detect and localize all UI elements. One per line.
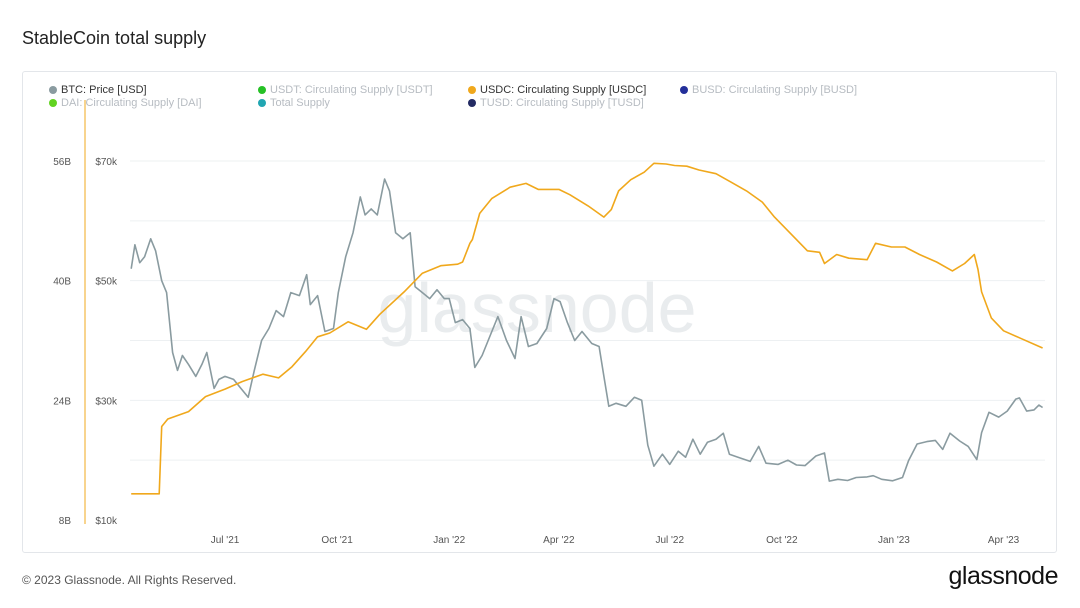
x-axis-tick-label: Apr '22 <box>543 535 575 546</box>
copyright-text: © 2023 Glassnode. All Rights Reserved. <box>22 573 237 587</box>
usdc-supply-line <box>131 162 1043 495</box>
page-title: StableCoin total supply <box>22 28 207 48</box>
price-axis-tick-label: $10k <box>95 516 118 527</box>
legend-dot-icon <box>49 86 57 94</box>
left-axis-tick-label: 24B <box>53 396 71 407</box>
legend-item-5[interactable]: Total Supply <box>258 97 330 109</box>
legend-item-3[interactable]: BUSD: Circulating Supply [BUSD] <box>680 84 857 96</box>
legend-item-2[interactable]: USDC: Circulating Supply [USDC] <box>468 84 646 96</box>
btc-price-line <box>130 178 1044 482</box>
legend-item-1[interactable]: USDT: Circulating Supply [USDT] <box>258 84 433 96</box>
x-axis-tick-label: Jan '22 <box>433 535 465 546</box>
legend-item-6[interactable]: TUSD: Circulating Supply [TUSD] <box>468 97 644 109</box>
legend-label: Total Supply <box>270 97 330 109</box>
x-axis-tick-label: Jan '23 <box>878 535 910 546</box>
x-axis-tick-label: Oct '22 <box>766 535 798 546</box>
left-axis-tick-label: 56B <box>53 157 71 168</box>
legend-label: BTC: Price [USD] <box>61 84 147 96</box>
legend-dot-icon <box>468 99 476 107</box>
legend-label: DAI: Circulating Supply [DAI] <box>61 97 202 109</box>
watermark-text: glassnode <box>377 269 696 347</box>
legend-dot-icon <box>468 86 476 94</box>
gridlines <box>130 160 1045 461</box>
legend-label: USDT: Circulating Supply [USDT] <box>270 84 433 96</box>
x-axis-tick-label: Oct '21 <box>321 535 353 546</box>
chart-svg: glassnode 8B 24B 40B 56B $10k $30k $50k $70k Jul… <box>53 100 1045 546</box>
price-axis-tick-label: $70k <box>95 157 118 168</box>
x-axis-tick-label: Apr '23 <box>988 535 1020 546</box>
legend-dot-icon <box>49 99 57 107</box>
legend-label: USDC: Circulating Supply [USDC] <box>480 84 647 96</box>
axes: 8B 24B 40B 56B $10k $30k $50k $70k Jul '21 Oct '2… <box>53 100 1020 546</box>
x-axis-tick-label: Jul '21 <box>211 535 240 546</box>
left-axis-tick-label: 40B <box>53 277 71 288</box>
x-axis-tick-label: Jul '22 <box>655 535 684 546</box>
legend-label: TUSD: Circulating Supply [TUSD] <box>480 97 644 109</box>
series-layer <box>130 162 1044 495</box>
price-axis-tick-label: $30k <box>95 396 118 407</box>
legend-item-0[interactable]: BTC: Price [USD] <box>49 84 147 96</box>
left-axis-tick-label: 8B <box>59 516 72 527</box>
legend-dot-icon <box>680 86 688 94</box>
chart-panel: BTC: Price [USD] USDT: Circulating Supply… <box>22 71 1057 553</box>
price-axis-tick-label: $50k <box>95 277 118 288</box>
legend-item-4[interactable]: DAI: Circulating Supply [DAI] <box>49 97 202 109</box>
legend-dot-icon <box>258 99 266 107</box>
glassnode-logo: glassnode <box>948 562 1059 590</box>
legend-dot-icon <box>258 86 266 94</box>
legend-label: BUSD: Circulating Supply [BUSD] <box>692 84 858 96</box>
